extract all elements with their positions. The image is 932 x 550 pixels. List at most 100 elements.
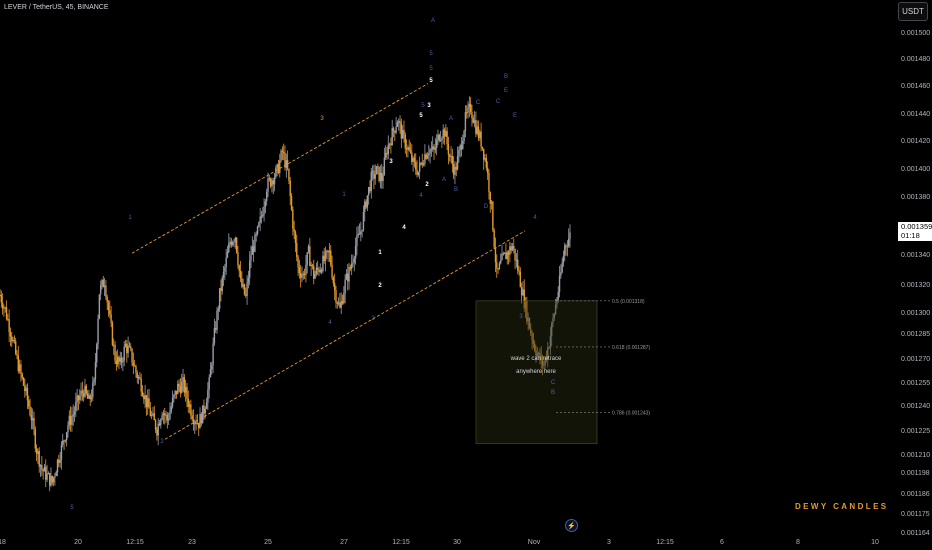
wave-label: D <box>484 204 489 210</box>
wave-label: B <box>454 187 458 193</box>
last-price-tag: 0.001359 01:18 <box>898 222 932 241</box>
candle-body <box>156 429 158 436</box>
symbol-title[interactable]: LEVER / TetherUS, 45, BINANCE <box>4 4 109 11</box>
candle-body <box>518 270 520 272</box>
candle-body <box>411 152 413 162</box>
candle-body <box>534 343 536 351</box>
candle-body <box>116 356 119 365</box>
candle-body <box>0 295 3 303</box>
candle-body <box>530 328 532 334</box>
candle-body <box>238 265 240 271</box>
price-axis: 0.001500 0.001480 0.001460 0.001440 0.001420… <box>901 30 930 537</box>
candle-body <box>445 131 447 137</box>
candle-body <box>195 422 197 424</box>
y-tick-label: 0.001198 <box>901 470 930 477</box>
candle-body <box>122 360 124 363</box>
candle-body <box>288 168 290 181</box>
y-tick-label: 0.001210 <box>901 452 930 459</box>
wave-label: 3 <box>389 159 393 165</box>
x-tick-label: 12:15 <box>656 539 674 546</box>
candle-body <box>399 121 401 124</box>
candle-body <box>446 131 448 145</box>
candle-body <box>492 201 494 230</box>
candle-body <box>59 459 61 463</box>
candle-body <box>490 201 493 204</box>
x-tick-label: Nov <box>528 539 541 546</box>
candle-body <box>479 131 481 138</box>
candle-body <box>364 201 366 212</box>
candle-body <box>234 237 237 242</box>
candle-body <box>408 147 410 151</box>
candle-body <box>190 404 192 416</box>
currency-button[interactable]: USDT <box>898 2 928 21</box>
time-axis: 18 20 12:15 23 25 27 12:15 30 Nov 3 12:15 6 8 10 <box>0 539 879 546</box>
candle-body <box>373 170 375 179</box>
candle-body <box>569 232 571 239</box>
candle-body <box>327 250 329 253</box>
candle-body <box>201 405 204 424</box>
x-tick-label: 30 <box>453 539 461 546</box>
candle-body <box>258 222 260 227</box>
wave-label: 4 <box>533 215 537 221</box>
candle-body <box>58 459 60 463</box>
y-tick-label: 0.001186 <box>901 491 930 498</box>
candle-body <box>371 170 374 172</box>
candle-body <box>418 162 421 172</box>
candle-body <box>29 406 31 416</box>
x-tick-label: 12:15 <box>126 539 144 546</box>
candle-body <box>565 245 567 247</box>
candle-body <box>52 477 55 483</box>
candle-body <box>404 134 406 149</box>
candle-body <box>537 352 540 354</box>
candle-body <box>71 416 73 425</box>
lightning-icon[interactable]: ⚡ <box>565 519 578 532</box>
candle-body <box>523 289 525 309</box>
wave-label: 5 <box>429 51 433 57</box>
candle-body <box>547 347 549 359</box>
candle-body <box>130 346 132 349</box>
candle-body <box>158 423 161 426</box>
candle-body <box>160 419 162 426</box>
last-price: 0.001359 <box>901 222 932 231</box>
candle-body <box>18 364 21 372</box>
candle-body <box>456 156 459 170</box>
candle-body <box>318 269 320 273</box>
candle-body <box>502 253 505 255</box>
candle-body <box>484 158 486 160</box>
candle-body <box>330 250 332 265</box>
y-tick-label: 0.001225 <box>901 428 930 435</box>
candle-body <box>188 404 191 407</box>
candle-body <box>485 158 488 168</box>
candle-body <box>153 413 155 421</box>
wave-label: C <box>551 380 556 386</box>
candle-body <box>13 339 16 342</box>
candle-body <box>280 150 282 161</box>
candle-body <box>184 387 187 393</box>
wave-label: 5 <box>419 113 423 119</box>
candle-body <box>204 408 206 414</box>
candle-body <box>143 396 145 400</box>
candle-body <box>458 150 460 157</box>
candle-body <box>198 422 200 429</box>
candle-body <box>268 178 271 180</box>
candle-body <box>344 279 346 294</box>
candle-body <box>28 400 30 407</box>
candle-body <box>65 432 68 441</box>
candle-body <box>362 211 365 230</box>
watermark: DEWY CANDLES <box>795 502 889 511</box>
candle-body <box>357 233 359 236</box>
candle-body <box>539 352 541 361</box>
candle-body <box>154 420 157 430</box>
candle-body <box>505 252 507 260</box>
candle-body <box>390 143 392 146</box>
candle-body <box>416 169 418 175</box>
candle-body <box>107 302 110 311</box>
candle-body <box>439 140 442 142</box>
candle-body <box>81 390 84 394</box>
candle-body <box>386 152 388 155</box>
x-tick-label: 12:15 <box>392 539 410 546</box>
candle-body <box>221 277 223 291</box>
candle-body <box>400 123 403 139</box>
candle-body <box>469 103 472 113</box>
